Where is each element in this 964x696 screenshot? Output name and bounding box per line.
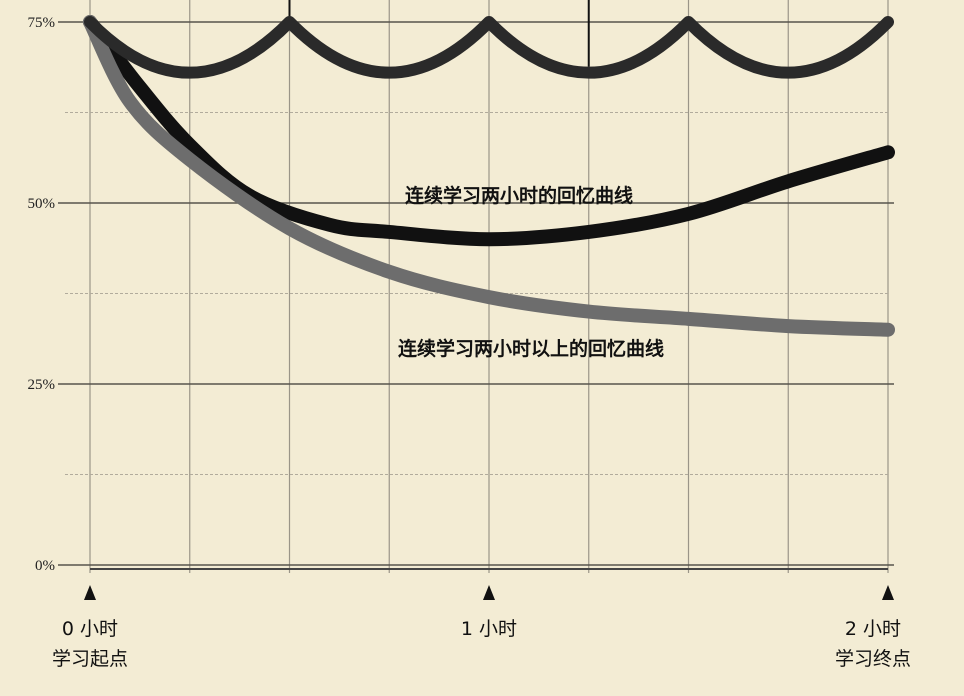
series-label: 连续学习两小时的回忆曲线 — [405, 184, 633, 207]
x-tick-marker — [882, 585, 894, 600]
y-tick-label: 0% — [35, 558, 55, 574]
series-line — [83, 15, 895, 247]
x-tick-marker — [483, 585, 495, 600]
x-tick-label: 1 小时 — [461, 618, 517, 640]
x-tick-sublabel: 学习终点 — [835, 648, 911, 670]
series-line — [83, 15, 895, 337]
y-tick-label: 50% — [28, 196, 56, 212]
x-tick-label: 0 小时 — [62, 618, 118, 640]
grid — [58, 0, 894, 573]
x-tick-sublabel: 学习起点 — [52, 648, 128, 670]
review-scallop-curve — [84, 16, 894, 79]
x-tick-marker — [84, 585, 96, 600]
y-tick-label: 25% — [28, 377, 56, 393]
series-layer — [83, 15, 895, 337]
series-label: 连续学习两小时以上的回忆曲线 — [398, 337, 664, 360]
y-tick-label: 75% — [28, 15, 56, 31]
x-tick-label: 2 小时 — [845, 618, 901, 640]
